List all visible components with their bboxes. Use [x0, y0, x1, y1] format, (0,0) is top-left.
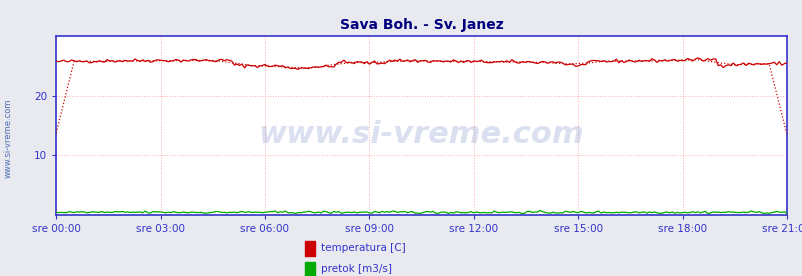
Text: www.si-vreme.com: www.si-vreme.com	[258, 120, 584, 149]
Text: pretok [m3/s]: pretok [m3/s]	[321, 264, 391, 274]
Text: www.si-vreme.com: www.si-vreme.com	[4, 98, 13, 178]
Title: Sava Boh. - Sv. Janez: Sava Boh. - Sv. Janez	[339, 18, 503, 32]
Text: temperatura [C]: temperatura [C]	[321, 243, 406, 253]
